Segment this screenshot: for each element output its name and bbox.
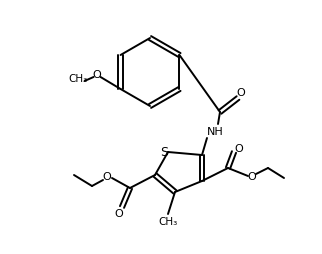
Text: O: O [115, 209, 123, 219]
Text: O: O [103, 172, 111, 182]
Text: NH: NH [207, 127, 223, 137]
Text: CH₃: CH₃ [158, 217, 178, 227]
Text: O: O [92, 70, 101, 80]
Text: O: O [237, 88, 245, 98]
Text: O: O [235, 144, 243, 154]
Text: S: S [160, 147, 168, 160]
Text: O: O [248, 172, 256, 182]
Text: CH₃: CH₃ [68, 74, 87, 84]
